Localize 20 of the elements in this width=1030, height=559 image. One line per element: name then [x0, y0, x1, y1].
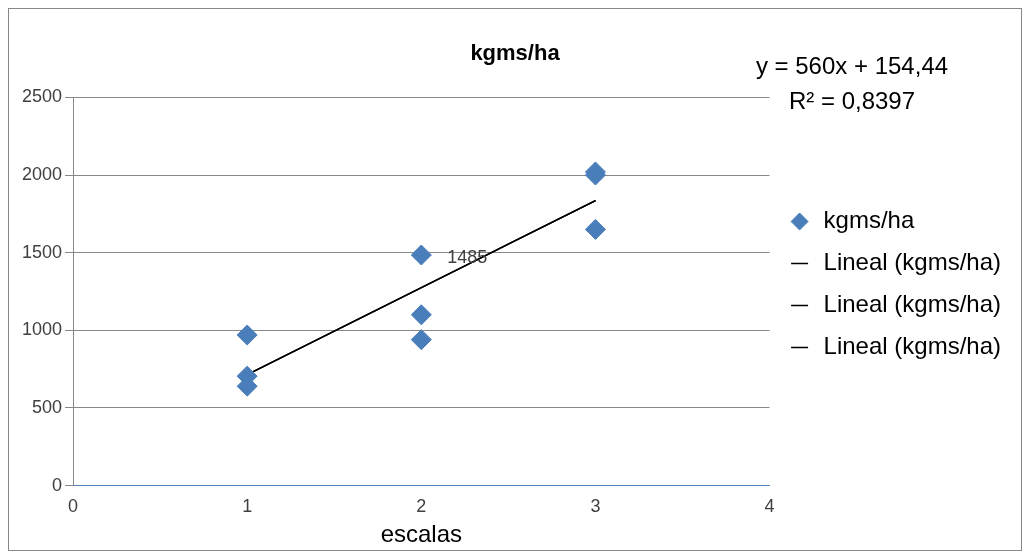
data-label: 1485 — [447, 246, 488, 267]
y-tick-label: 500 — [32, 396, 63, 417]
y-tick-label: 0 — [52, 474, 63, 495]
legend-label: Lineal (kgms/ha) — [823, 290, 1002, 318]
legend-label: Lineal (kgms/ha) — [823, 332, 1002, 360]
y-tick-label: 1500 — [22, 241, 63, 262]
y-tick-label: 2500 — [22, 86, 63, 107]
y-tick-label: 2000 — [22, 164, 63, 185]
legend-label: kgms/ha — [823, 206, 915, 234]
x-tick-label: 2 — [416, 496, 427, 517]
chart-title: kgms/ha — [470, 40, 561, 66]
text: R² = 0,8397 — [788, 86, 916, 114]
legend-label: Lineal (kgms/ha) — [823, 248, 1002, 276]
x-tick-label: 3 — [590, 496, 601, 517]
x-axis-title: escalas — [380, 520, 462, 548]
x-tick-label: 4 — [764, 496, 775, 517]
x-tick-label: 1 — [242, 496, 253, 517]
x-tick-label: 0 — [68, 496, 79, 517]
y-tick-label: 1000 — [22, 319, 63, 340]
text: y = 560x + 154,44 — [755, 51, 949, 79]
